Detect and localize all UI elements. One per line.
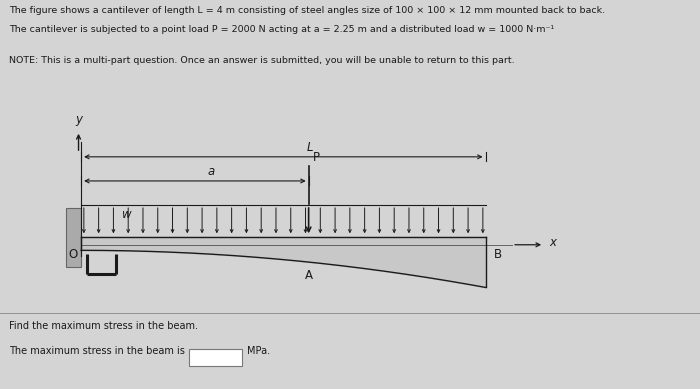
Text: P: P <box>313 151 320 164</box>
Text: The maximum stress in the beam is: The maximum stress in the beam is <box>9 346 185 356</box>
Text: L: L <box>307 141 313 154</box>
Text: O: O <box>69 249 78 261</box>
Text: MPa.: MPa. <box>247 346 270 356</box>
Bar <box>66 208 81 267</box>
Text: A: A <box>304 269 313 282</box>
Text: y: y <box>75 114 82 126</box>
Text: a: a <box>207 165 214 178</box>
Text: w: w <box>122 208 131 221</box>
Text: NOTE: This is a multi-part question. Once an answer is submitted, you will be un: NOTE: This is a multi-part question. Onc… <box>9 56 514 65</box>
Text: The cantilever is subjected to a point load P = 2000 N acting at a = 2.25 m and : The cantilever is subjected to a point l… <box>9 25 554 34</box>
Text: x: x <box>550 237 556 249</box>
Text: The figure shows a cantilever of length L = 4 m consisting of steel angles size : The figure shows a cantilever of length … <box>9 6 606 15</box>
Text: Find the maximum stress in the beam.: Find the maximum stress in the beam. <box>9 321 198 331</box>
Text: B: B <box>494 247 502 261</box>
